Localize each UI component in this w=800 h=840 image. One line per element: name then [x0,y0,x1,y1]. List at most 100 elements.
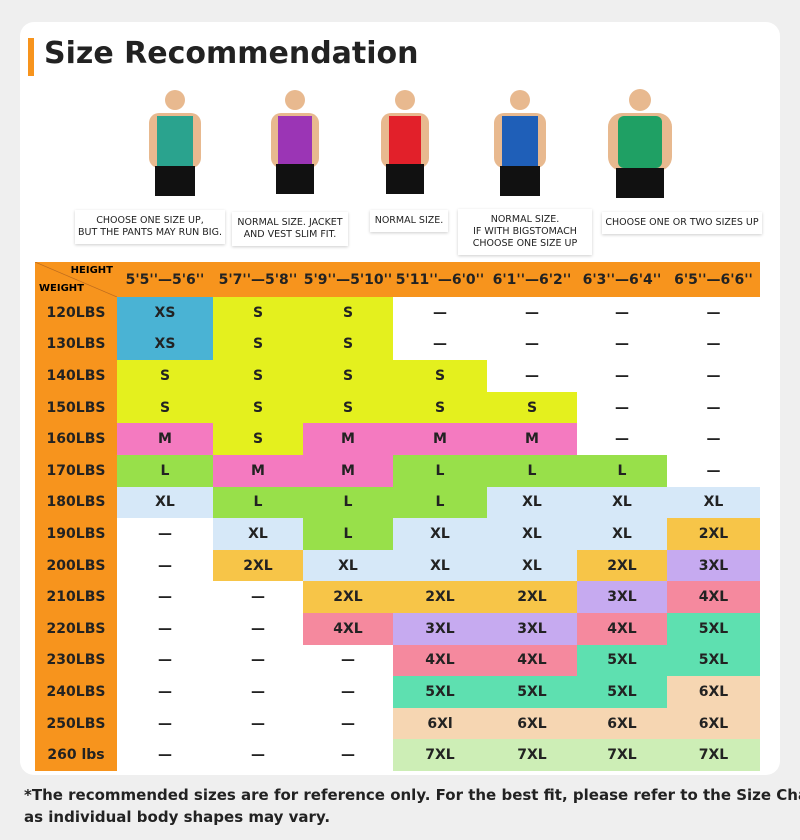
size-cell: L [393,486,487,519]
size-cell: — [158,652,172,669]
size-cell: 7XL [393,739,487,771]
column-header: 6'3''—6'4'' [582,271,662,288]
size-cell: 4XL [393,644,487,677]
size-cell: 2XL [213,549,303,582]
size-cell: S [213,360,303,392]
size-cell: M [303,423,393,455]
figure-caption: CHOOSE ONE SIZE UP, BUT THE PANTS MAY RUN… [75,210,225,244]
size-cell: S [117,360,213,392]
size-cell: — [158,683,172,700]
column-header: 5'7''—5'8'' [218,271,298,288]
weight-cell: 240LBS [35,676,117,708]
weight-cell: 130LBS [35,328,117,361]
size-cell: 5XL [667,644,760,677]
size-cell: M [213,455,303,487]
size-cell: 2XL [393,581,487,613]
size-cell: — [158,557,172,574]
size-cell: — [433,304,447,321]
size-cell: S [303,391,393,424]
size-cell: — [158,589,172,606]
size-cell: — [615,367,629,384]
size-cell: L [393,455,487,487]
figure [494,90,546,196]
caption-line: CHOOSE ONE OR TWO SIZES UP [605,217,759,228]
size-cell: — [706,399,721,416]
size-cell: — [525,367,539,384]
size-cell: — [525,304,539,321]
caption-line: NORMAL SIZE. [374,215,444,226]
size-cell: — [615,431,629,448]
size-cell: — [158,747,172,764]
size-cell: XS [117,328,213,361]
weight-cell: 170LBS [35,455,117,487]
size-cell: XL [393,518,487,550]
weight-cell: 160LBS [35,423,117,455]
size-cell: — [615,399,629,416]
weight-cell: 190LBS [35,518,117,550]
weight-cell: 120LBS [35,297,117,329]
column-header: 5'9''—5'10'' [303,271,393,288]
size-cell: — [706,462,721,479]
size-cell: L [487,455,577,487]
size-cell: L [213,486,303,519]
corner-cell: HEIGHT WEIGHT [35,262,117,297]
size-cell: — [251,620,265,637]
size-cell: — [158,620,172,637]
figure [271,90,319,194]
size-cell: L [303,486,393,519]
figure-caption: NORMAL SIZE. JACKET AND VEST SLIM FIT. [232,212,348,246]
size-cell: — [615,336,629,353]
caption-line: IF WITH BIGSTOMACH [473,226,577,237]
title: Size Recommendation [44,36,419,71]
size-cell: 5XL [393,676,487,708]
size-cell: S [393,360,487,392]
size-cell: 6XL [577,707,667,740]
size-cell: 2XL [487,581,577,613]
size-cell: — [706,431,721,448]
size-cell: — [341,747,355,764]
weight-cell: 220LBS [35,613,117,645]
weight-cell: 200LBS [35,549,117,582]
size-cell: — [251,589,265,606]
size-cell: S [303,328,393,361]
size-cell: — [615,304,629,321]
size-cell: 7XL [667,739,760,771]
size-cell: — [251,652,265,669]
size-cell: 2XL [667,518,760,550]
size-cell: XL [487,549,577,582]
caption-line: BUT THE PANTS MAY RUN BIG. [77,227,222,238]
size-cell: 4XL [577,613,667,645]
size-cell: 4XL [303,613,393,645]
size-cell: 4XL [487,644,577,677]
size-cell: — [706,367,721,384]
size-cell: — [251,683,265,700]
size-cell: XL [667,486,760,519]
weight-cell: 230LBS [35,644,117,677]
size-cell: 3XL [393,613,487,645]
size-cell: 7XL [577,739,667,771]
size-cell: XL [117,486,213,519]
size-cell: XL [213,518,303,550]
size-cell: XL [303,549,393,582]
size-cell: 4XL [667,581,760,613]
size-cell: XL [577,518,667,550]
size-cell: 6Xl [393,707,487,740]
size-cell: S [487,391,577,424]
size-cell: L [303,518,393,550]
size-cell: S [213,423,303,455]
size-cell: 6XL [667,676,760,708]
size-cell: 5XL [667,613,760,645]
size-cell: M [117,423,213,455]
size-cell: — [433,336,447,353]
size-cell: 6XL [487,707,577,740]
size-cell: M [303,455,393,487]
size-cell: M [393,423,487,455]
footnote-line: as individual body shapes may vary. [24,808,331,826]
figure-caption: NORMAL SIZE. [370,210,448,232]
size-cell: — [706,304,721,321]
size-cell: M [487,423,577,455]
title-accent [28,38,34,76]
size-cell: S [213,328,303,361]
footnote-line: *The recommended sizes are for reference… [24,786,800,804]
